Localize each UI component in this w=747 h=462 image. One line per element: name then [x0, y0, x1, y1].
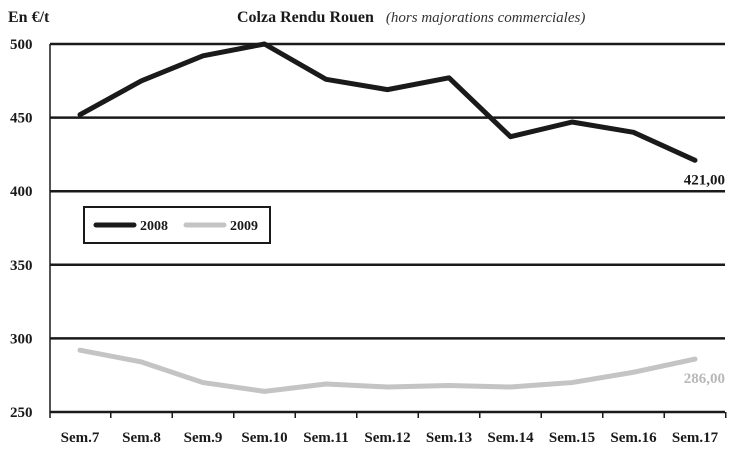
x-tick-label: Sem.9 [184, 430, 223, 446]
x-tick-label: Sem.15 [549, 430, 595, 446]
y-tick-label: 250 [10, 405, 33, 421]
legend-label-2008: 2008 [140, 219, 168, 234]
data-label-2009: 286,00 [684, 371, 725, 387]
y-tick-label: 400 [10, 184, 33, 200]
data-labels: 421,00 286,00 [684, 172, 725, 387]
y-tick-label: 500 [10, 37, 33, 53]
chart-title-group: Colza Rendu Rouen (hors majorations comm… [237, 9, 585, 26]
x-tick-label: Sem.14 [487, 430, 534, 446]
gridlines [49, 42, 725, 414]
x-tick-label: Sem.17 [672, 430, 719, 446]
x-tick-label: Sem.16 [610, 430, 657, 446]
legend-label-2009: 2009 [230, 219, 258, 234]
series-line-2009 [77, 347, 698, 394]
y-axis-ticks: 500 450 400 350 300 250 [10, 37, 33, 421]
y-tick-label: 300 [10, 331, 33, 347]
y-axis-label: En €/t [8, 9, 50, 26]
series-lines [77, 41, 698, 394]
x-tick-label: Sem.12 [364, 430, 410, 446]
x-tick-label: Sem.7 [61, 430, 100, 446]
x-tick-label: Sem.8 [122, 430, 161, 446]
x-tick-label: Sem.13 [426, 430, 472, 446]
chart-title: Colza Rendu Rouen [237, 9, 374, 26]
chart-subtitle: (hors majorations commerciales) [386, 10, 585, 26]
x-axis: Sem.7 Sem.8 Sem.9 Sem.10 Sem.11 Sem.12 Sem.13 S… [49, 412, 727, 446]
x-tick-label: Sem.10 [241, 430, 287, 446]
series-line-2008 [77, 41, 698, 163]
data-label-2008: 421,00 [684, 172, 725, 188]
y-tick-label: 450 [10, 111, 33, 127]
legend: 2008 2009 [83, 206, 271, 244]
y-tick-label: 350 [10, 258, 33, 274]
x-tick-label: Sem.11 [303, 430, 348, 446]
